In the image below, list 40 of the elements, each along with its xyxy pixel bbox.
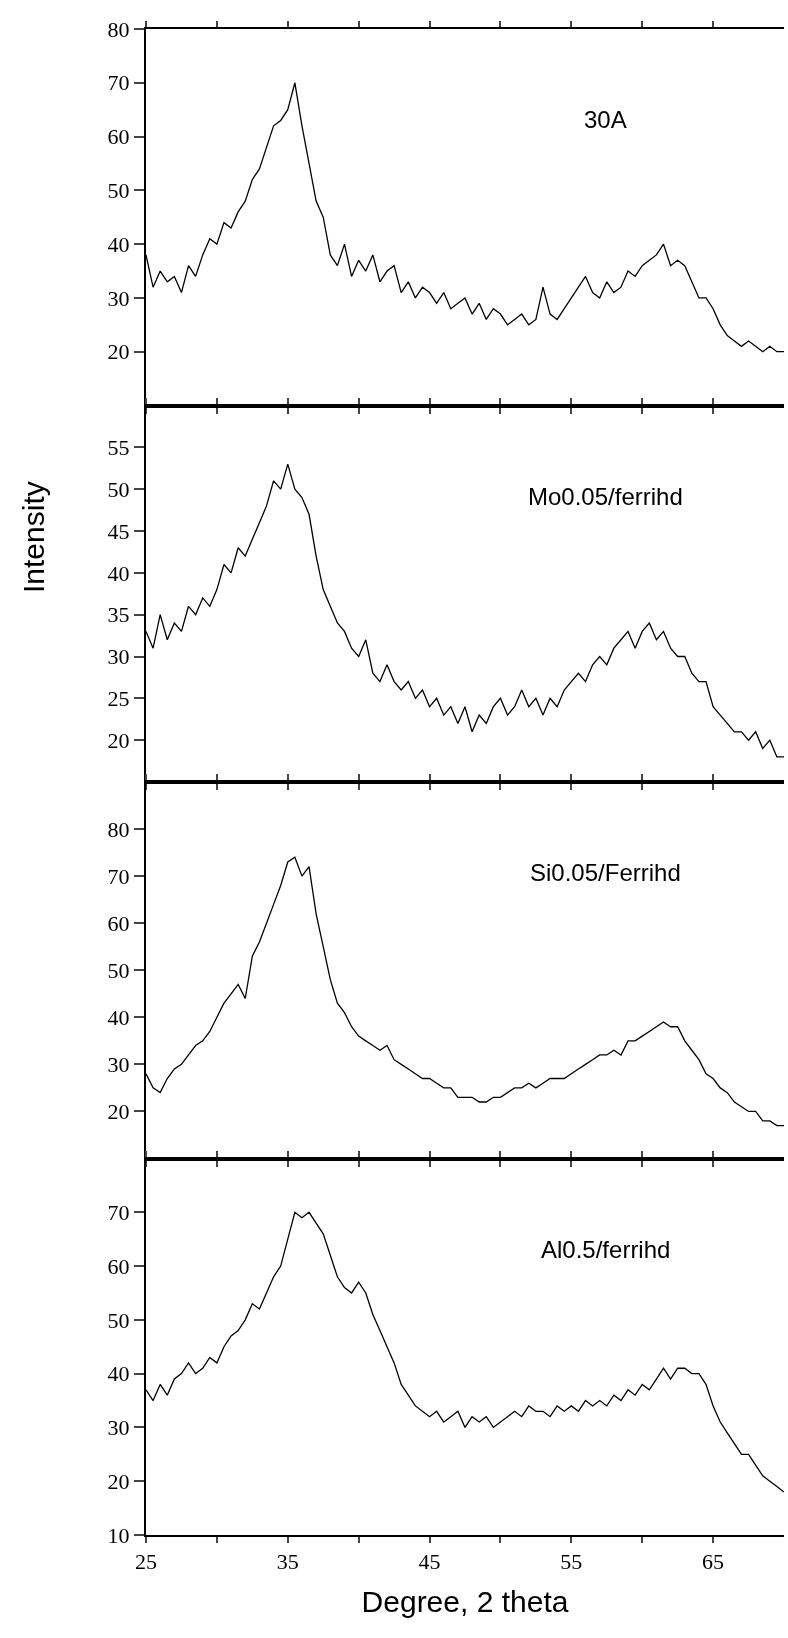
y-tick-label: 40 [107, 560, 130, 586]
y-tick-label: 50 [107, 178, 130, 204]
y-tick-label: 20 [107, 1099, 130, 1125]
y-tick-label: 50 [107, 957, 130, 983]
x-tick-label: 35 [276, 1549, 299, 1575]
text: 30A [584, 106, 627, 133]
y-tick-label: 30 [107, 1415, 130, 1441]
x-tick-label: 55 [560, 1549, 583, 1575]
text: Si0.05/Ferrihd [530, 859, 681, 886]
y-tick-label: 70 [107, 863, 130, 889]
y-tick-label: 10 [107, 1522, 130, 1548]
y-tick-label: 30 [107, 644, 130, 670]
y-tick-label: 45 [107, 518, 130, 544]
y-tick-label: 20 [107, 1468, 130, 1494]
y-tick-label: 55 [107, 435, 130, 461]
y-tick-label: 30 [107, 1052, 130, 1078]
x-tick-label: 25 [135, 1549, 157, 1575]
y-axis-title: Intensity [17, 481, 51, 593]
y-tick-label: 20 [107, 727, 130, 753]
y-tick-label: 70 [107, 70, 130, 96]
x-tick-label: 65 [702, 1549, 725, 1575]
y-tick-label: 30 [107, 285, 130, 311]
y-tick-label: 25 [107, 686, 130, 712]
y-tick-label: 35 [107, 602, 130, 628]
y-tick-label: 60 [107, 124, 130, 150]
y-tick-label: 40 [107, 1361, 130, 1387]
x-axis-title: Degree, 2 theta [361, 1585, 569, 1619]
y-tick-label: 40 [107, 231, 130, 257]
y-tick-label: 70 [107, 1199, 130, 1225]
text: Mo0.05/ferrihd [528, 483, 683, 510]
y-tick-label: 50 [107, 476, 130, 502]
y-tick-label: 50 [107, 1307, 130, 1333]
x-tick-label: 45 [418, 1549, 441, 1575]
y-tick-label: 80 [107, 16, 130, 42]
y-tick-label: 60 [107, 1253, 130, 1279]
y-tick-label: 20 [107, 339, 130, 365]
text: Al0.5/ferrihd [541, 1236, 671, 1263]
y-tick-label: 60 [107, 910, 130, 936]
y-tick-label: 80 [107, 816, 130, 842]
y-tick-label: 40 [107, 1005, 130, 1031]
